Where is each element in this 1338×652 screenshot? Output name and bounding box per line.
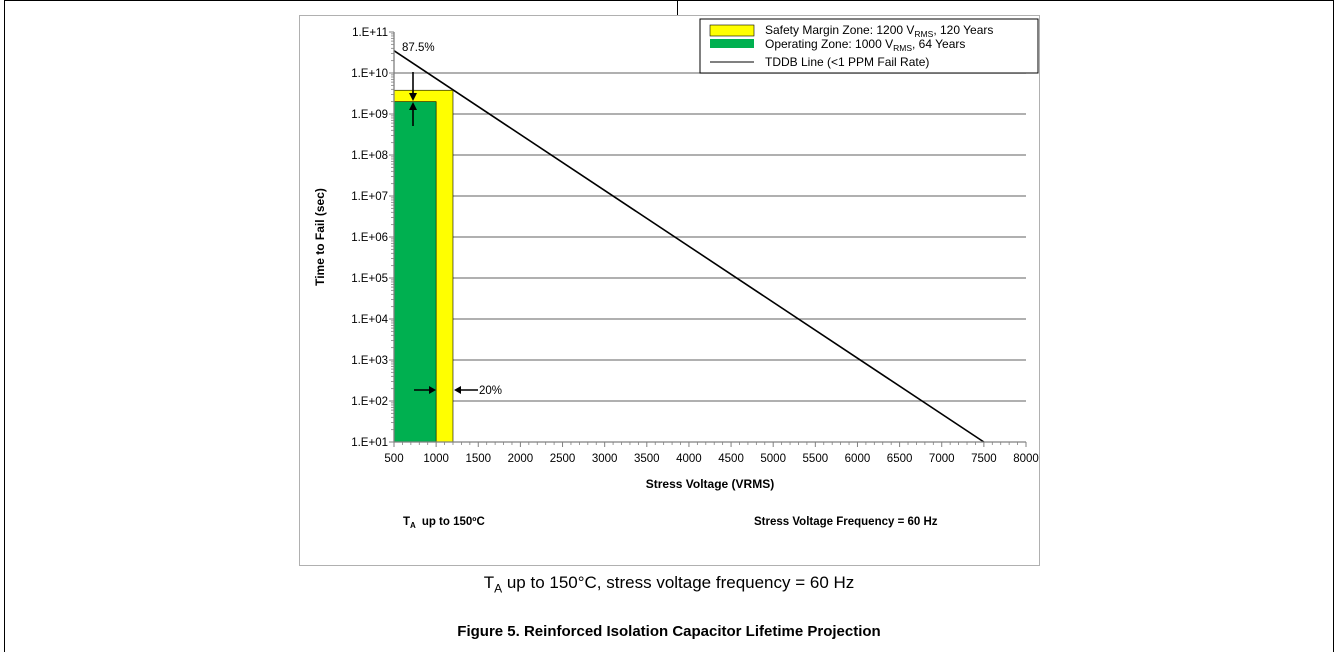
legend-entry-operating-main: Operating Zone: 1000 V (765, 37, 893, 51)
figure-frame (299, 15, 1040, 566)
y-tick-label: 1.E+06 (351, 232, 388, 244)
x-tick-label: 5500 (803, 453, 829, 465)
annotation-vertical-margin: 87.5% (402, 42, 435, 54)
figure-title: Figure 5. Reinforced Isolation Capacitor… (457, 623, 881, 640)
y-tick-label: 1.E+10 (351, 68, 388, 80)
x-tick-label: 5000 (760, 453, 786, 465)
x-tick-label: 1000 (423, 453, 449, 465)
arrow-right-head (429, 386, 436, 394)
legend-entry-operating-tail: , 64 Years (912, 37, 965, 51)
x-tick-label: 6500 (887, 453, 913, 465)
bar-operating-zone (393, 101, 437, 443)
annotation-horizontal-margin: 20% (479, 385, 502, 397)
x-tick-label: 2000 (508, 453, 534, 465)
x-tick-label: 6000 (845, 453, 871, 465)
figure-subcaption: TA up to 150°C, stress voltage frequency… (483, 573, 855, 596)
legend-entry-tddb: TDDB Line (<1 PPM Fail Rate) (765, 55, 929, 69)
y-tick-label: 1.E+03 (351, 355, 388, 367)
y-tick-label: 1.E+08 (351, 150, 388, 162)
temperature-note: TA up to 150ºC (403, 516, 485, 530)
legend-swatch-safety (709, 24, 755, 37)
legend-entry-operating: Operating Zone: 1000 VRMS, 64 Years (765, 37, 965, 53)
y-tick-label: 1.E+05 (351, 273, 388, 285)
legend-swatch-operating (710, 39, 754, 48)
x-tick-label: 500 (384, 453, 403, 465)
arrow-left-head (454, 386, 461, 394)
temperature-note-prefix: T (403, 516, 410, 528)
x-tick-label: 2500 (550, 453, 576, 465)
temperature-note-sub: A (410, 521, 416, 530)
y-tick-label: 1.E+11 (352, 27, 388, 39)
y-tick-label: 1.E+02 (351, 396, 388, 408)
y-tick-label: 1.E+01 (351, 437, 388, 449)
x-tick-label: 3000 (592, 453, 618, 465)
x-tick-label: 4500 (718, 453, 744, 465)
legend-entry-safety-main: Safety Margin Zone: 1200 V (765, 23, 914, 37)
x-tick-label: 7000 (929, 453, 955, 465)
x-tick-label: 1500 (465, 453, 491, 465)
frequency-note: Stress Voltage Frequency = 60 Hz (754, 516, 938, 528)
x-tick-label: 8000 (1013, 453, 1039, 465)
series-line-tddb (393, 50, 985, 443)
y-tick-label: 1.E+07 (351, 191, 388, 203)
table-border-divider (677, 0, 678, 16)
y-tick-label: 1.E+04 (351, 314, 388, 326)
arrow-up-head (409, 102, 417, 110)
table-border-left (4, 0, 5, 652)
legend-entry-safety-sub: RMS (914, 29, 933, 39)
table-border-right (1333, 0, 1334, 652)
temperature-note-text: up to 150ºC (422, 516, 485, 528)
legend-entry-safety: Safety Margin Zone: 1200 VRMS, 120 Years (765, 23, 993, 39)
y-tick-label: 1.E+09 (351, 109, 388, 121)
x-tick-label: 3500 (634, 453, 660, 465)
legend-entry-safety-tail: , 120 Years (933, 23, 993, 37)
table-border-top (4, 0, 1334, 1)
x-axis-title: Stress Voltage (VRMS) (646, 477, 774, 491)
x-tick-label: 7500 (971, 453, 997, 465)
legend-box (699, 18, 1039, 74)
legend-entry-tddb-main: TDDB Line (<1 PPM Fail Rate) (765, 55, 929, 69)
legend-entry-operating-sub: RMS (893, 43, 912, 53)
y-axis-title: Time to Fail (sec) (313, 188, 327, 286)
arrow-down-head (409, 93, 417, 101)
x-tick-label: 4000 (676, 453, 702, 465)
